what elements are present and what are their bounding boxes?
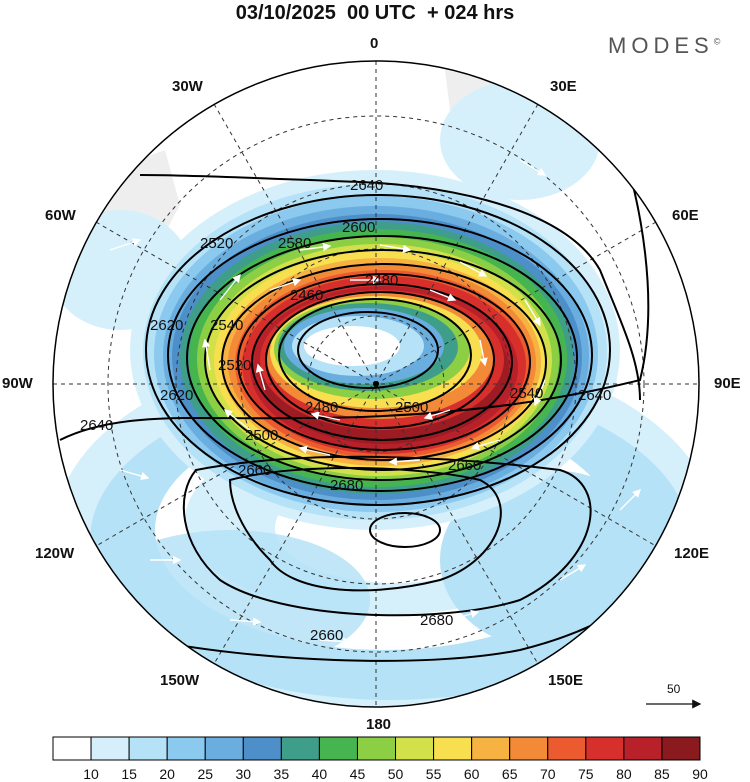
- contour-label: 2480: [305, 399, 338, 416]
- colorbar-swatch: [433, 736, 473, 761]
- colorbar-tick-label: 35: [273, 766, 290, 782]
- colorbar-tick-label: 75: [578, 766, 594, 782]
- brand-mark: ©: [713, 36, 721, 47]
- colorbar-swatch: [204, 736, 244, 761]
- lon-label-180: 180: [366, 716, 392, 733]
- lon-label-120e: 120E: [674, 545, 710, 562]
- contour-label: 2640: [578, 387, 611, 404]
- colorbar-tick-label: 55: [425, 766, 442, 782]
- contour-label: 2540: [510, 385, 543, 402]
- colorbar-swatch: [356, 736, 397, 761]
- wind-vectors: [109, 159, 641, 646]
- brand-name: MODES: [608, 33, 714, 58]
- colorbar-tick-label: 45: [349, 766, 366, 782]
- contour-label: 2660: [310, 627, 343, 644]
- colorbar-tick-label: 10: [83, 766, 99, 782]
- contour-label: 2480: [365, 272, 398, 289]
- lon-label-90w: 90W: [2, 375, 33, 392]
- colorbar-swatch: [661, 736, 701, 761]
- lon-label-60w: 60W: [45, 207, 76, 224]
- south-pole-dot: [373, 381, 379, 387]
- colorbar-swatch: [547, 736, 587, 761]
- wind-reference-label: 50: [667, 682, 681, 696]
- contour-label: 2620: [150, 317, 183, 334]
- colorbar-tick-label: 40: [311, 766, 328, 782]
- map-boundary: [52, 60, 700, 708]
- contour-label: 2540: [210, 317, 243, 334]
- lon-label-150e: 150E: [548, 672, 584, 689]
- colorbar-tick-label: 80: [616, 766, 632, 782]
- contour-label: 2680: [420, 612, 453, 629]
- lon-label-150w: 150W: [160, 672, 200, 689]
- contour-label: 2660: [448, 457, 481, 474]
- lon-label-90e: 90E: [714, 375, 741, 392]
- contour-label: 2680: [330, 477, 363, 494]
- colorbar-tick-label: 50: [387, 766, 404, 782]
- colorbar-tick-label: 85: [654, 766, 670, 782]
- colorbar-tick-label: 65: [501, 766, 518, 782]
- colorbar-swatch: [242, 736, 282, 761]
- colorbar-tick-label: 60: [463, 766, 480, 782]
- colorbar-tick-label: 70: [539, 766, 556, 782]
- colorbar-swatch: [509, 736, 549, 761]
- contour-label-group: 2640 2600 2520 2580 2480 2460 2620 2540 …: [80, 177, 611, 644]
- colorbar-swatch: [318, 736, 358, 761]
- lon-label-0: 0: [370, 35, 379, 52]
- contour-label: 2640: [80, 417, 113, 434]
- colorbar-swatch: [395, 736, 435, 761]
- colorbar-swatch: [471, 736, 511, 761]
- colorbar-swatch: [623, 736, 663, 761]
- contour-label: 2500: [395, 399, 428, 416]
- contour-label: 2460: [290, 287, 323, 304]
- contour-label: 2580: [278, 235, 311, 252]
- map-title: 03/10/2025 00 UTC + 024 hrs: [235, 2, 515, 24]
- colorbar-swatch: [52, 736, 92, 761]
- colorbar-swatch: [90, 736, 130, 761]
- contour-label: 2500: [245, 427, 278, 444]
- lon-label-120w: 120W: [35, 545, 75, 562]
- colorbar-swatch: [280, 736, 320, 761]
- brand-logo: MODES©: [608, 33, 720, 59]
- lon-label-60e: 60E: [672, 207, 699, 224]
- colorbar-swatch: [128, 736, 168, 761]
- contour-label: 2660: [238, 462, 271, 479]
- lon-label-30e: 30E: [550, 78, 577, 95]
- colorbar-swatch: [585, 736, 625, 761]
- colorbar-tick-label: 90: [692, 766, 708, 782]
- colorbar-swatch: [166, 736, 206, 761]
- colorbar: [52, 736, 701, 761]
- colorbar-tick-label: 25: [197, 766, 214, 782]
- colorbar-tick-label: 20: [159, 766, 175, 782]
- contour-label: 2600: [342, 219, 375, 236]
- colorbar-tick-label: 30: [235, 766, 252, 782]
- contour-label: 2640: [350, 177, 383, 194]
- colorbar-tick-label: 15: [121, 766, 137, 782]
- lon-label-30w: 30W: [172, 78, 203, 95]
- contour-label: 2520: [218, 357, 251, 374]
- contour-label: 2620: [160, 387, 193, 404]
- contour-label: 2520: [200, 235, 233, 252]
